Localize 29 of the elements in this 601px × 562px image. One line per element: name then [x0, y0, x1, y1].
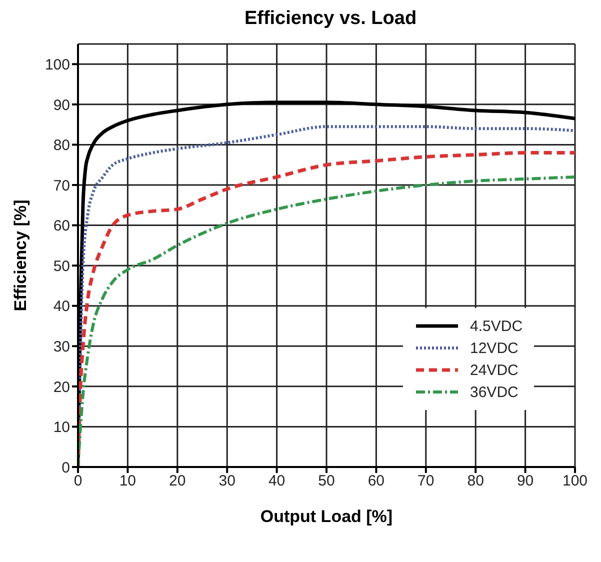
x-tick-label: 0 [74, 472, 82, 490]
x-tick-label: 70 [418, 472, 434, 490]
x-tick-label: 20 [169, 472, 186, 490]
y-tick-label: 100 [44, 56, 70, 74]
x-tick-label: 10 [119, 472, 136, 490]
legend-label: 36VDC [470, 384, 518, 400]
x-tick-label: 40 [268, 472, 286, 490]
y-tick-label: 80 [53, 137, 70, 154]
y-tick-label: 70 [53, 177, 70, 194]
x-tick-label: 80 [467, 472, 484, 490]
chart-title: Efficiency vs. Load [243, 8, 418, 30]
legend-label: 24VDC [470, 362, 518, 378]
x-tick-label: 90 [516, 472, 534, 490]
y-tick-label: 40 [53, 298, 70, 316]
y-tick-label: 90 [53, 96, 70, 114]
y-tick-label: 0 [62, 459, 70, 476]
legend-label: 4.5VDC [470, 318, 523, 334]
y-tick-label: 20 [53, 378, 70, 396]
x-tick-label: 30 [218, 472, 236, 490]
y-tick-label: 30 [53, 338, 70, 356]
legend-label: 12VDC [470, 340, 518, 356]
x-tick-label: 100 [562, 472, 588, 490]
y-tick-label: 50 [53, 258, 70, 275]
x-tick-label: 60 [368, 472, 385, 490]
x-tick-label: 50 [318, 472, 335, 490]
y-tick-label: 60 [53, 218, 70, 235]
x-axis-title: Output Load [%] [260, 507, 393, 526]
y-tick-label: 10 [53, 419, 70, 436]
y-axis-title: Efficiency [%] [11, 200, 30, 312]
